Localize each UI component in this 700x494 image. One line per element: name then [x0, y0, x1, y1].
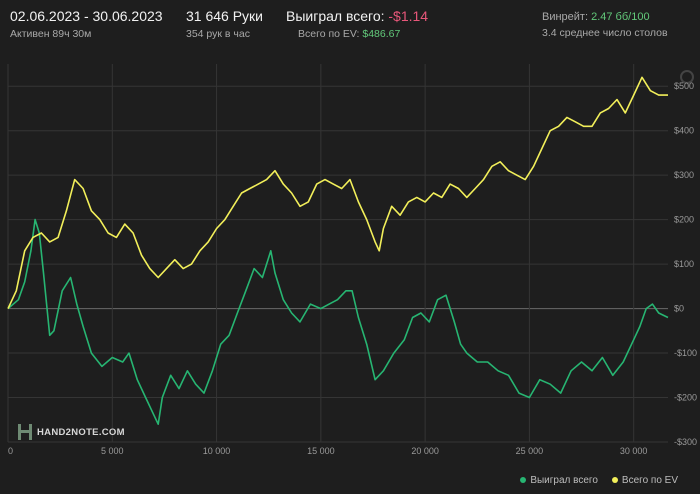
hands-rate: 354 рук в час	[186, 28, 250, 40]
y-tick-label: $400	[674, 126, 694, 136]
brand-logo: HAND2NOTE.COM	[18, 424, 125, 440]
avg-tables: 3.4 среднее число столов	[542, 27, 668, 39]
won-label: Выиграл всего:	[286, 8, 385, 24]
hands-count: 31 646 Руки	[186, 8, 263, 24]
y-tick-label: $300	[674, 170, 694, 180]
legend-dot-won	[520, 477, 527, 484]
y-tick-label: -$300	[674, 437, 697, 447]
x-tick-label: 25 000	[516, 446, 544, 456]
x-tick-label: 5 000	[101, 446, 124, 456]
x-tick-label: 20 000	[411, 446, 439, 456]
chart-legend: Выиграл всего Всего по EV	[520, 475, 678, 486]
legend-dot-ev	[611, 477, 618, 484]
x-tick-label: 30 000	[620, 446, 648, 456]
y-tick-label: $200	[674, 215, 694, 225]
hands-block: 31 646 Руки 354 рук в час	[186, 8, 263, 40]
winrate-block: Винрейт: 2.47 бб/100 3.4 среднее число с…	[542, 8, 668, 39]
y-tick-label: -$200	[674, 393, 697, 403]
won-block: Выиграл всего: -$1.14 Всего по EV: $486.…	[286, 8, 428, 40]
legend-label-won: Выиграл всего	[530, 475, 598, 486]
x-tick-label: 15 000	[307, 446, 335, 456]
won-total: Выиграл всего: -$1.14	[286, 8, 428, 24]
winrate-value: 2.47 бб/100	[591, 11, 650, 23]
won-series-line	[7, 218, 669, 425]
x-tick-label: 10 000	[203, 446, 231, 456]
y-tick-label: $500	[674, 81, 694, 91]
legend-label-ev: Всего по EV	[621, 475, 678, 486]
active-time: Активен 89ч 30м	[10, 28, 92, 40]
ev-series-line	[7, 76, 668, 309]
logo-icon	[18, 424, 32, 440]
legend-item-won[interactable]: Выиграл всего	[520, 475, 598, 486]
gear-icon[interactable]	[680, 70, 694, 84]
ev-label: Всего по EV:	[298, 28, 360, 40]
ev-total: Всего по EV: $486.67	[286, 28, 428, 40]
logo-text: HAND2NOTE.COM	[37, 426, 125, 438]
y-tick-label: $0	[674, 304, 684, 314]
date-range: 02.06.2023 - 30.06.2023	[10, 8, 163, 24]
y-tick-label: -$100	[674, 348, 697, 358]
legend-item-ev[interactable]: Всего по EV	[611, 475, 678, 486]
won-value: -$1.14	[388, 8, 429, 24]
date-block: 02.06.2023 - 30.06.2023 Активен 89ч 30м	[10, 8, 163, 40]
ev-value: $486.67	[362, 28, 401, 40]
winrate: Винрейт: 2.47 бб/100	[542, 11, 668, 23]
winrate-label: Винрейт:	[542, 11, 589, 23]
x-tick-label: 0	[8, 446, 13, 456]
y-tick-label: $100	[674, 259, 694, 269]
